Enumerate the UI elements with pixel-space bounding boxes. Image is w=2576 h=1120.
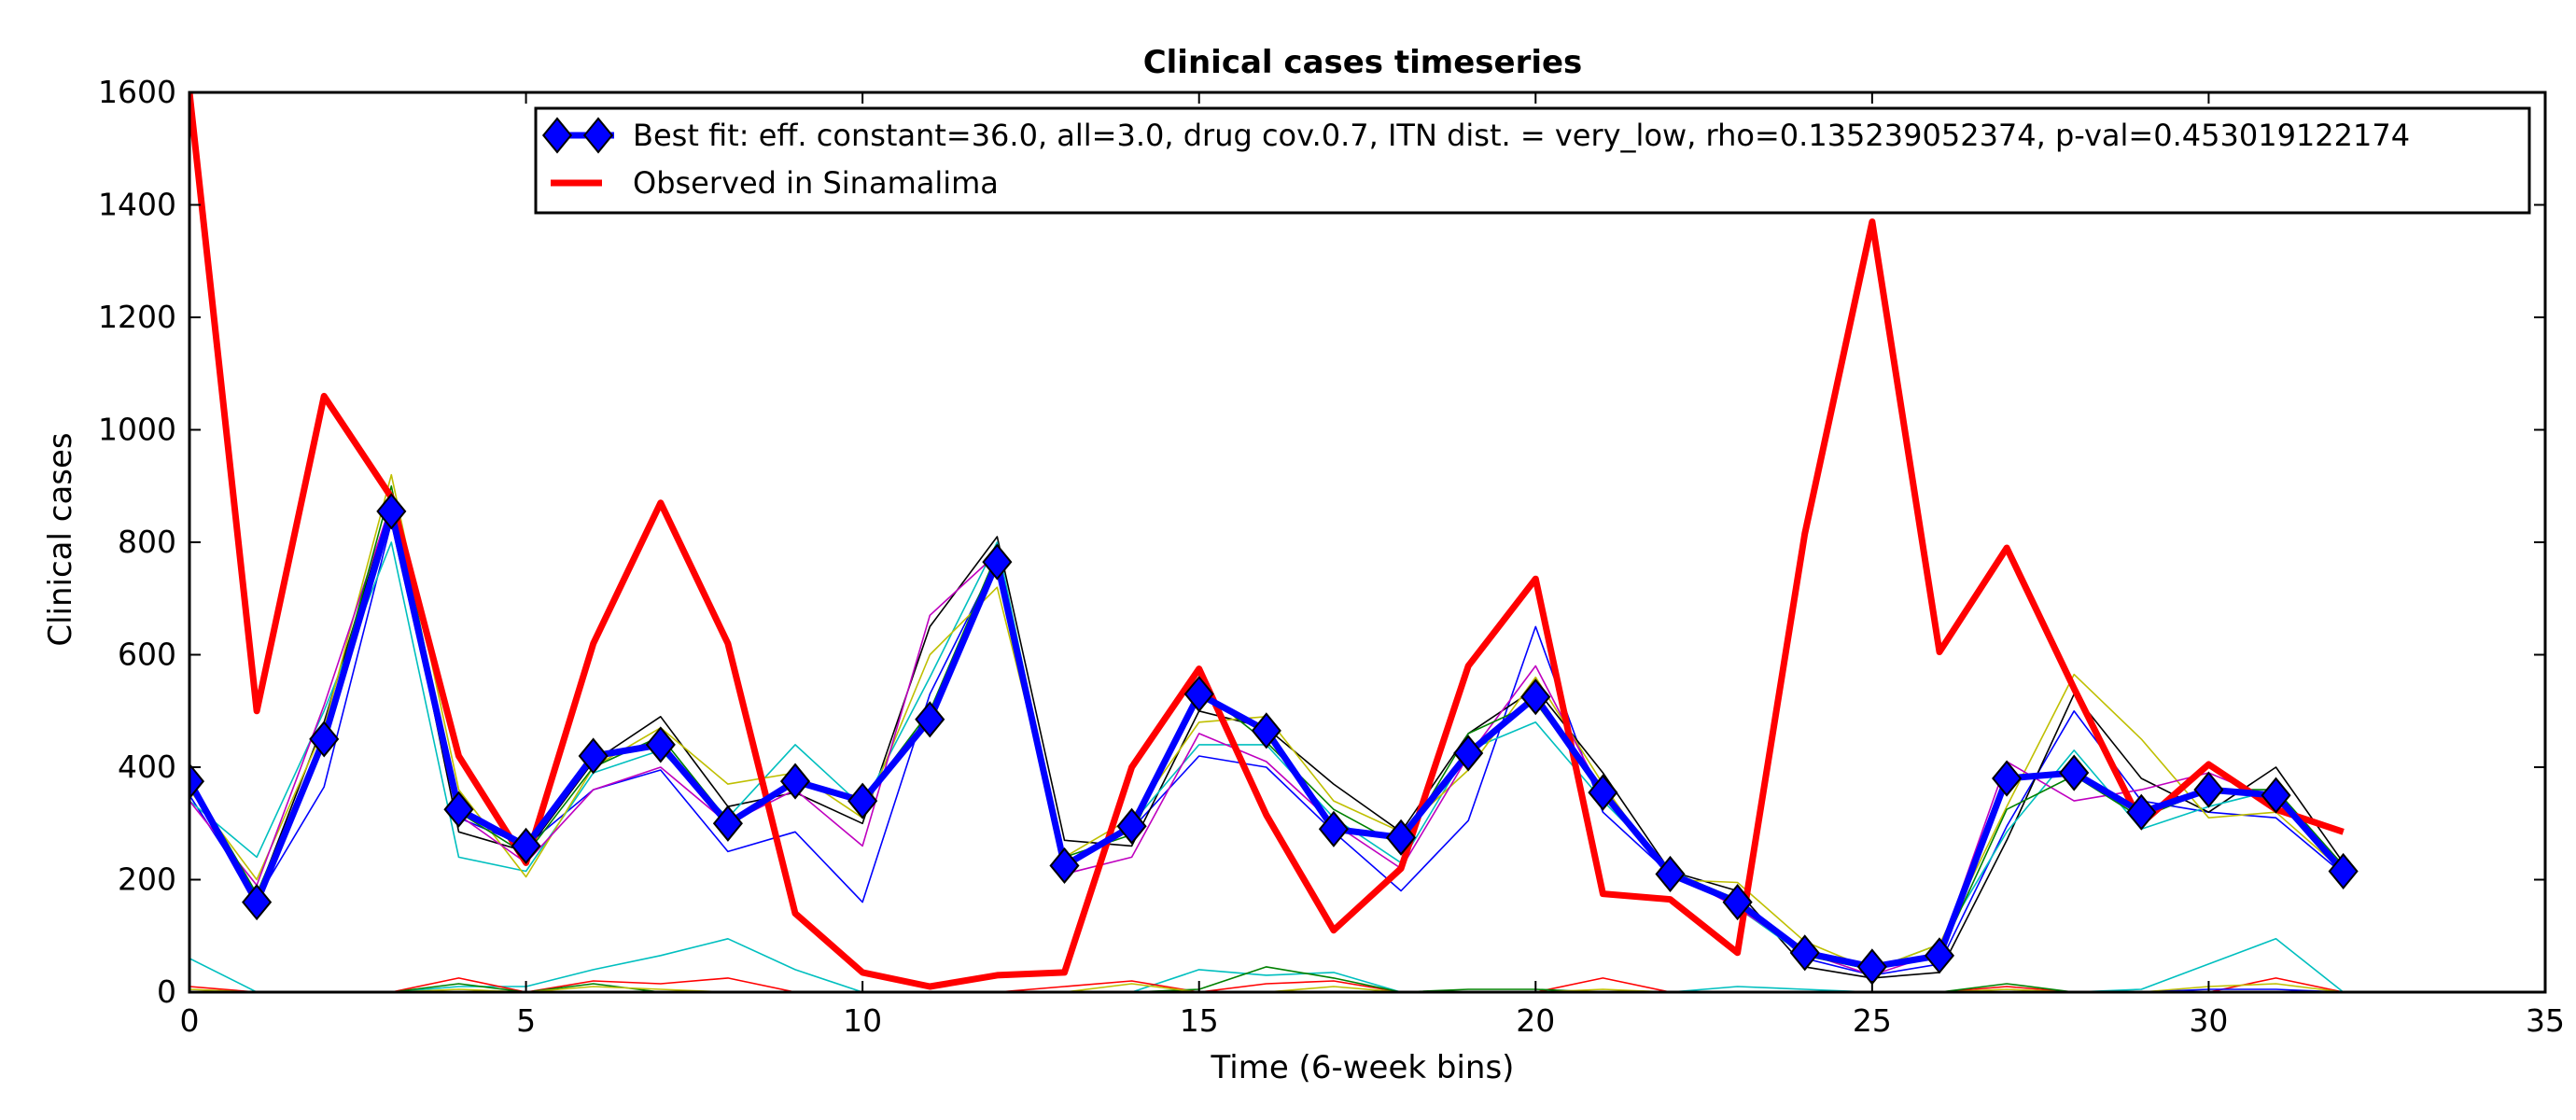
background-series-line-7: [189, 977, 2344, 992]
y-tick-label: 1000: [98, 412, 176, 448]
background-series-line-4: [189, 501, 2345, 976]
legend-observed-label: Observed in Sinamalima: [633, 165, 999, 201]
y-tick-label: 1400: [98, 187, 176, 223]
x-tick-label: 0: [180, 1002, 200, 1039]
best-fit-point: [511, 827, 541, 864]
best-fit-point: [1318, 810, 1349, 847]
x-tick-label: 5: [516, 1002, 536, 1039]
y-tick-label: 200: [118, 861, 176, 898]
best-fit-point: [1992, 760, 2023, 797]
x-tick-label: 25: [1853, 1002, 1892, 1039]
best-fit-point: [1116, 807, 1147, 845]
best-fit-point: [1722, 884, 1753, 921]
x-tick-label: 30: [2189, 1002, 2228, 1039]
y-tick-label: 600: [118, 637, 176, 673]
x-tick-label: 20: [1516, 1002, 1555, 1039]
chart-title: Clinical cases timeseries: [1143, 44, 1583, 81]
best-fit-point: [712, 805, 743, 842]
best-fit-point: [189, 763, 205, 800]
best-fit-point: [1183, 676, 1214, 713]
plot-area: [189, 92, 2359, 992]
best-fit-point: [1520, 679, 1551, 716]
best-fit-point: [2126, 793, 2157, 831]
best-fit-point: [2193, 771, 2224, 808]
x-tick-label: 35: [2526, 1002, 2565, 1039]
y-axis-label: Clinical cases: [42, 432, 79, 646]
y-tick-label: 1200: [98, 299, 176, 335]
legend: Best fit: eff. constant=36.0, all=3.0, d…: [534, 106, 2531, 215]
best-fit-point: [1251, 712, 1281, 749]
best-fit-point: [309, 721, 340, 758]
x-tick-label: 15: [1180, 1002, 1219, 1039]
best-fit-point: [2328, 852, 2359, 890]
best-fit-point: [645, 726, 676, 763]
series-group: [189, 92, 2359, 992]
x-axis-label: Time (6-week bins): [1211, 1049, 1515, 1086]
y-tick-label: 400: [118, 749, 176, 785]
background-series-line-9: [189, 983, 2344, 992]
background-series-line-0: [189, 522, 2345, 976]
y-tick-label: 800: [118, 524, 176, 560]
background-series-line-8: [189, 966, 2344, 992]
best-fit-point: [1453, 735, 1484, 772]
legend-box: [534, 106, 2531, 215]
best-fit-point: [779, 763, 811, 800]
legend-best-fit-label: Best fit: eff. constant=36.0, all=3.0, d…: [633, 118, 2410, 153]
axes: 0 5 10 15 20 25 30 35 0 200 400 600 800 1000 1200 1400 1…: [98, 74, 2565, 1039]
y-tick-label: 1600: [98, 74, 176, 110]
y-tick-label: 0: [157, 973, 176, 1010]
legend-best-fit-marker: [541, 117, 573, 154]
best-fit-point: [443, 791, 474, 828]
background-series-line-6: [189, 937, 2345, 992]
best-fit-point: [915, 701, 945, 738]
best-fit-point: [2261, 777, 2291, 814]
x-tick-label: 10: [843, 1002, 882, 1039]
legend-best-fit-marker: [582, 117, 614, 154]
best-fit-point: [578, 737, 609, 775]
observed-series-line: [189, 92, 2345, 990]
best-fit-point: [1588, 774, 1618, 811]
best-fit-point: [2059, 754, 2090, 791]
best-fit-point: [982, 543, 1013, 581]
best-fit-point: [376, 493, 407, 530]
best-fit-point: [242, 884, 273, 921]
best-fit-point: [1655, 855, 1686, 893]
best-fit-point: [1924, 937, 1955, 974]
best-fit-point: [1049, 847, 1080, 885]
best-fit-point: [847, 782, 878, 819]
best-fit-point: [1386, 819, 1417, 856]
best-fit-point: [1789, 934, 1820, 972]
